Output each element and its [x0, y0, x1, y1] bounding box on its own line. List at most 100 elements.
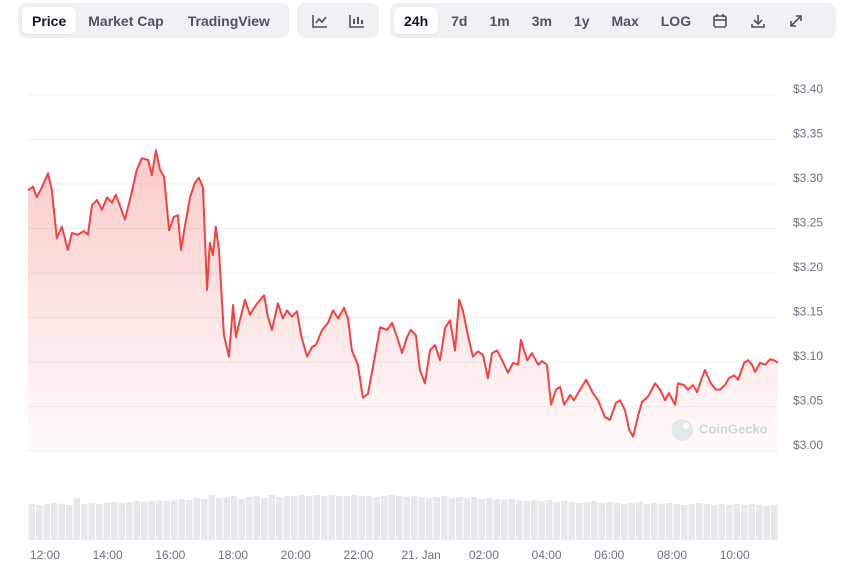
line-icon[interactable]: [301, 7, 338, 34]
volume-bar: [223, 497, 230, 540]
volume-bar: [306, 496, 313, 540]
tab[interactable]: TradingView: [187, 12, 270, 29]
volume-bar: [253, 496, 260, 540]
volume-bar: [201, 499, 208, 540]
volume-bar: [696, 503, 703, 540]
volume-bar: [336, 496, 343, 540]
x-tick-label: 12:00: [30, 548, 60, 562]
volume-bar: [448, 498, 455, 540]
volume-bar: [591, 501, 598, 540]
volume-bar: [486, 498, 493, 540]
watermark-text: CoinGecko: [699, 421, 768, 436]
chart-style: [297, 3, 379, 38]
volume-bar: [703, 504, 710, 540]
calendar-icon[interactable]: [701, 7, 739, 34]
volume-bar: [636, 502, 643, 540]
volume-bar: [388, 495, 395, 540]
download-icon[interactable]: [739, 7, 777, 34]
volume-bar: [651, 503, 658, 540]
area-fill: [28, 150, 778, 451]
volume-bar: [718, 504, 725, 540]
x-tick-label: 22:00: [343, 548, 373, 562]
x-tick-label: 02:00: [469, 548, 499, 562]
volume-bar: [508, 499, 515, 540]
volume-bar: [411, 496, 418, 540]
range[interactable]: 7d: [451, 12, 468, 29]
view-tabs: Price Market Cap TradingView: [18, 3, 289, 38]
volume-bar: [88, 503, 95, 540]
range-tabs: 24h 7d 1m 3m 1y Max LOG: [390, 3, 836, 38]
volume-bar: [621, 504, 628, 540]
range[interactable]: 1m: [489, 12, 510, 29]
volume-bar: [576, 503, 583, 540]
volume-bar: [381, 496, 388, 540]
range[interactable]: 24h: [394, 7, 439, 34]
volume-bar: [771, 505, 778, 540]
volume-bar: [73, 498, 80, 540]
volume-bar: [276, 497, 283, 540]
x-tick-label: 04:00: [532, 548, 562, 562]
volume-bar: [478, 499, 485, 540]
candle-icon[interactable]: [338, 7, 375, 34]
y-tick-label: $3.30: [793, 171, 823, 185]
volume-bar: [216, 498, 223, 540]
volume-bar: [373, 497, 380, 540]
volume-bar: [313, 495, 320, 540]
volume-bar: [36, 505, 43, 540]
volume-bar: [171, 500, 178, 540]
volume-bar: [283, 496, 290, 540]
volume-bar: [583, 502, 590, 540]
volume-bar: [163, 501, 170, 540]
volume-bar: [493, 499, 500, 540]
volume-bar: [471, 497, 478, 540]
volume-bar: [268, 495, 275, 540]
volume-bar: [238, 499, 245, 540]
volume-bar: [546, 500, 553, 540]
range[interactable]: 3m: [531, 12, 552, 29]
volume-bar: [666, 503, 673, 540]
volume-bar: [291, 496, 298, 540]
tab[interactable]: Market Cap: [88, 12, 164, 29]
range[interactable]: LOG: [660, 12, 692, 29]
y-tick-label: $3.00: [793, 438, 823, 452]
y-tick-label: $3.25: [793, 216, 823, 230]
volume-bar: [733, 504, 740, 540]
volume-bar: [568, 502, 575, 540]
volume-bar: [51, 503, 58, 540]
tab[interactable]: Price: [22, 7, 77, 34]
range[interactable]: 1y: [573, 12, 590, 29]
volume-bar: [111, 502, 118, 540]
volume-bar: [358, 496, 365, 540]
volume-bar: [321, 496, 328, 540]
volume-bar: [126, 502, 133, 540]
x-tick-label: 18:00: [218, 548, 248, 562]
volume-bar: [141, 502, 148, 540]
volume-bar: [58, 504, 65, 540]
volume-bar: [178, 499, 185, 540]
range[interactable]: Max: [611, 12, 639, 29]
volume-bar: [688, 504, 695, 540]
price-line: [27, 149, 779, 438]
volume-bar: [673, 504, 680, 540]
fullscreen-icon[interactable]: [777, 7, 815, 34]
volume-bar: [156, 500, 163, 540]
volume-bar: [553, 502, 560, 540]
volume-bar: [501, 500, 508, 540]
volume-bar: [148, 501, 155, 540]
volume-bar: [441, 496, 448, 540]
volume-bar: [193, 498, 200, 540]
volume-bar: [763, 506, 770, 540]
volume-bar: [426, 498, 433, 540]
volume-bar: [396, 496, 403, 540]
volume-bar: [246, 497, 253, 540]
x-tick-label: 10:00: [720, 548, 750, 562]
volume-bar: [531, 500, 538, 540]
volume-bar: [133, 501, 140, 540]
volume-bar: [28, 504, 35, 540]
volume-bar: [118, 503, 125, 540]
volume-bar: [463, 498, 470, 540]
volume-bar: [366, 496, 373, 540]
volume-bar: [516, 500, 523, 540]
y-tick-label: $3.20: [793, 260, 823, 274]
